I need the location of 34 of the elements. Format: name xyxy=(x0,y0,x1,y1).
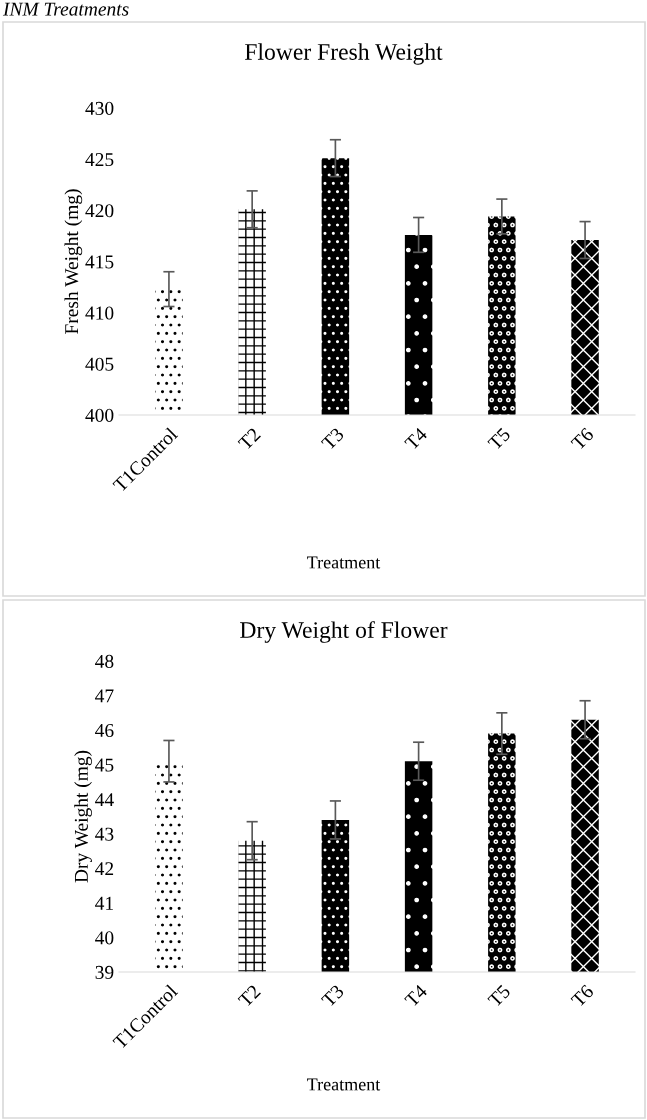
y-tick-label: 48 xyxy=(95,654,114,668)
x-tick-label: T4 xyxy=(404,426,428,451)
y-tick-label: 410 xyxy=(85,306,114,320)
chart-title: Flower Fresh Weight xyxy=(245,43,443,65)
x-axis-title: Treatment xyxy=(307,556,381,569)
y-tick-label: 420 xyxy=(85,204,114,218)
y-tick-label: 400 xyxy=(85,408,114,422)
y-tick-label: 405 xyxy=(85,357,114,371)
text: INM Treatments xyxy=(2,2,129,16)
x-axis-title: Treatment xyxy=(307,1078,381,1091)
y-tick-label: 43 xyxy=(95,827,114,841)
x-tick-label: T4 xyxy=(404,983,428,1008)
y-tick-label: 45 xyxy=(95,758,114,772)
y-tick-label: 47 xyxy=(95,689,114,703)
y-tick-label: 40 xyxy=(95,931,114,945)
y-tick-label: 41 xyxy=(95,896,113,910)
y-tick-label: 42 xyxy=(95,862,114,876)
y-axis-title: Dry Weight (mg) xyxy=(74,750,92,883)
y-tick-label: 415 xyxy=(85,255,114,269)
y-tick-label: 430 xyxy=(85,101,114,115)
x-tick-label: T6 xyxy=(570,426,595,451)
x-tick-label: T5 xyxy=(487,984,511,1008)
x-tick-label: T6 xyxy=(570,983,595,1008)
y-tick-label: 44 xyxy=(95,793,114,806)
y-tick-label: 46 xyxy=(95,723,114,738)
x-tick-label: T5 xyxy=(487,427,511,451)
y-tick-label: 425 xyxy=(85,153,114,167)
y-axis-title: Fresh Weight (mg) xyxy=(64,189,83,334)
x-tick-label: T2 xyxy=(237,427,261,451)
chart-title: Dry Weight of Flower xyxy=(240,621,448,643)
y-tick-label: 39 xyxy=(95,965,114,979)
x-tick-label: T3 xyxy=(320,984,345,1008)
x-tick-label: T2 xyxy=(237,984,261,1008)
x-tick-label: T3 xyxy=(320,427,345,451)
